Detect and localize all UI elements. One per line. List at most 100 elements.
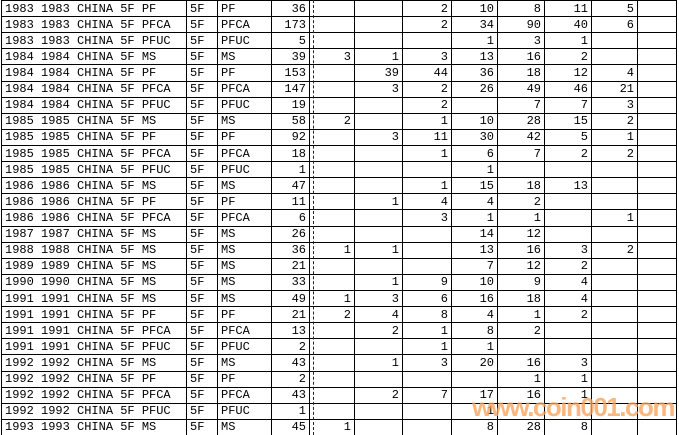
cell-count-6[interactable]: [544, 402, 592, 420]
cell-count-6[interactable]: [544, 338, 592, 356]
cell-count-2[interactable]: [354, 112, 403, 130]
cell-total[interactable]: 2: [271, 370, 310, 388]
cell-count-1[interactable]: [309, 257, 355, 275]
cell-count-2[interactable]: [354, 96, 403, 114]
cell-count-7[interactable]: [591, 289, 638, 308]
cell-count-4[interactable]: 34: [451, 16, 498, 34]
cell-count-8[interactable]: [637, 338, 677, 356]
cell-count-1[interactable]: [309, 16, 355, 34]
cell-total[interactable]: 21: [271, 257, 310, 275]
cell-count-4[interactable]: 10: [451, 273, 498, 291]
cell-denomination[interactable]: 5F: [186, 193, 218, 211]
cell-denomination[interactable]: 5F: [186, 322, 218, 340]
cell-description[interactable]: 1991 1991 CHINA 5F MS: [1, 289, 187, 308]
cell-count-1[interactable]: [309, 209, 355, 227]
cell-grade[interactable]: PFUC: [217, 32, 272, 50]
cell-count-1[interactable]: 3: [309, 48, 355, 66]
cell-count-7[interactable]: [591, 386, 638, 404]
cell-count-1[interactable]: [309, 354, 355, 372]
cell-count-7[interactable]: [591, 257, 638, 275]
cell-total[interactable]: 49: [271, 289, 310, 308]
cell-count-7[interactable]: [591, 322, 638, 340]
cell-count-3[interactable]: 8: [402, 306, 452, 324]
cell-count-8[interactable]: [637, 306, 677, 324]
cell-grade[interactable]: PFCA: [217, 386, 272, 404]
cell-total[interactable]: 173: [271, 16, 310, 34]
cell-count-5[interactable]: 1: [497, 209, 545, 227]
cell-count-6[interactable]: 7: [544, 96, 592, 114]
cell-grade[interactable]: PFCA: [217, 322, 272, 340]
cell-description[interactable]: 1984 1984 CHINA 5F PFUC: [1, 96, 187, 114]
cell-total[interactable]: 58: [271, 112, 310, 130]
cell-count-2[interactable]: [354, 177, 403, 195]
cell-count-2[interactable]: 3: [354, 289, 403, 308]
cell-count-3[interactable]: 2: [402, 0, 452, 18]
cell-count-7[interactable]: 2: [591, 144, 638, 163]
cell-count-5[interactable]: [497, 402, 545, 420]
cell-count-8[interactable]: [637, 96, 677, 114]
cell-total[interactable]: 11: [271, 193, 310, 211]
cell-count-5[interactable]: 49: [497, 80, 545, 98]
cell-count-7[interactable]: [591, 354, 638, 372]
cell-count-8[interactable]: [637, 225, 677, 243]
cell-count-5[interactable]: [497, 161, 545, 179]
cell-count-5[interactable]: 1: [497, 306, 545, 324]
cell-grade[interactable]: PFUC: [217, 96, 272, 114]
cell-count-5[interactable]: 7: [497, 96, 545, 114]
cell-grade[interactable]: MS: [217, 289, 272, 308]
cell-description[interactable]: 1985 1985 CHINA 5F PFUC: [1, 161, 187, 179]
cell-count-6[interactable]: 15: [544, 112, 592, 130]
cell-grade[interactable]: MS: [217, 273, 272, 291]
cell-description[interactable]: 1991 1991 CHINA 5F PFCA: [1, 322, 187, 340]
cell-count-2[interactable]: [354, 16, 403, 34]
cell-count-1[interactable]: 1: [309, 241, 355, 259]
cell-count-4[interactable]: 1: [451, 338, 498, 356]
cell-count-3[interactable]: 2: [402, 96, 452, 114]
cell-description[interactable]: 1990 1990 CHINA 5F MS: [1, 273, 187, 291]
cell-description[interactable]: 1992 1992 CHINA 5F PFCA: [1, 386, 187, 404]
cell-count-1[interactable]: [309, 128, 355, 146]
cell-total[interactable]: 47: [271, 177, 310, 195]
cell-count-5[interactable]: [497, 338, 545, 356]
cell-count-5[interactable]: 12: [497, 225, 545, 243]
cell-grade[interactable]: PFCA: [217, 80, 272, 98]
cell-count-4[interactable]: 30: [451, 128, 498, 146]
cell-total[interactable]: 19: [271, 96, 310, 114]
cell-count-2[interactable]: 1: [354, 48, 403, 66]
cell-count-1[interactable]: [309, 225, 355, 243]
cell-count-3[interactable]: 1: [402, 112, 452, 130]
cell-count-6[interactable]: 4: [544, 273, 592, 291]
cell-denomination[interactable]: 5F: [186, 96, 218, 114]
cell-count-1[interactable]: 2: [309, 306, 355, 324]
cell-count-4[interactable]: 16: [451, 289, 498, 308]
cell-count-1[interactable]: [309, 64, 355, 82]
cell-count-6[interactable]: [544, 225, 592, 243]
cell-count-5[interactable]: 28: [497, 112, 545, 130]
cell-total[interactable]: 92: [271, 128, 310, 146]
cell-count-1[interactable]: 1: [309, 418, 355, 435]
cell-count-5[interactable]: 2: [497, 322, 545, 340]
cell-count-8[interactable]: [637, 289, 677, 308]
cell-count-2[interactable]: 1: [354, 273, 403, 291]
cell-count-4[interactable]: 10: [451, 112, 498, 130]
cell-grade[interactable]: PF: [217, 306, 272, 324]
cell-count-4[interactable]: 1: [451, 402, 498, 420]
cell-count-7[interactable]: 21: [591, 80, 638, 98]
cell-count-8[interactable]: [637, 48, 677, 66]
cell-grade[interactable]: PF: [217, 128, 272, 146]
cell-count-4[interactable]: 15: [451, 177, 498, 195]
cell-count-7[interactable]: [591, 177, 638, 195]
cell-count-3[interactable]: 3: [402, 48, 452, 66]
cell-description[interactable]: 1986 1986 CHINA 5F PFCA: [1, 209, 187, 227]
cell-denomination[interactable]: 5F: [186, 48, 218, 66]
cell-count-5[interactable]: 16: [497, 386, 545, 404]
cell-count-6[interactable]: 46: [544, 80, 592, 98]
cell-count-8[interactable]: [637, 273, 677, 291]
cell-count-2[interactable]: [354, 257, 403, 275]
cell-count-8[interactable]: [637, 0, 677, 18]
cell-count-3[interactable]: 44: [402, 64, 452, 82]
cell-count-2[interactable]: [354, 370, 403, 388]
cell-count-2[interactable]: 1: [354, 193, 403, 211]
cell-count-1[interactable]: [309, 193, 355, 211]
cell-count-2[interactable]: [354, 418, 403, 435]
